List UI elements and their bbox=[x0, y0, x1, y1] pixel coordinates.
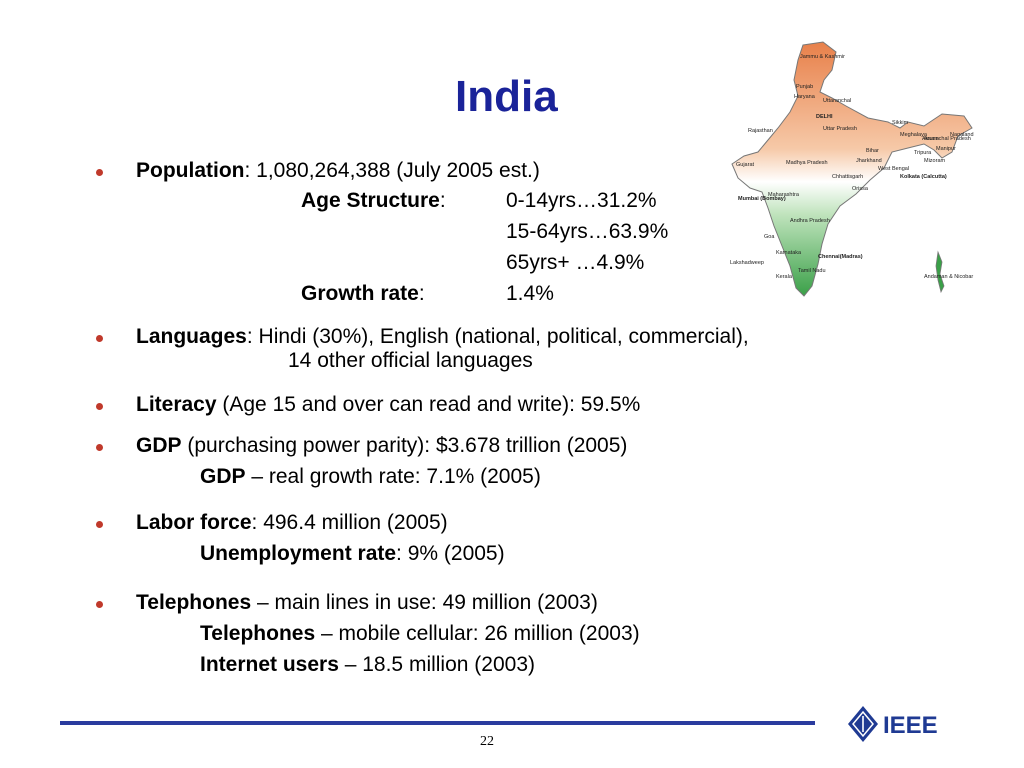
india-mainland bbox=[731, 41, 973, 297]
map-label: Tamil Nadu bbox=[798, 268, 826, 274]
map-label: Andhra Pradesh bbox=[790, 218, 830, 224]
telephones-line: Telephones – main lines in use: 49 milli… bbox=[136, 590, 598, 616]
map-label: Goa bbox=[764, 234, 775, 240]
map-label: Mumbai (Bombay) bbox=[738, 196, 786, 202]
ieee-logo: IEEE bbox=[848, 706, 938, 742]
growth-rate-colon: : bbox=[418, 282, 425, 305]
map-label: Orissa bbox=[852, 186, 869, 192]
map-label: Lakshadweep bbox=[730, 260, 764, 266]
gdp-line: GDP (purchasing power parity): $3.678 tr… bbox=[136, 433, 627, 459]
page-number: 22 bbox=[480, 734, 494, 749]
footer-rule bbox=[60, 721, 815, 725]
mobile-text: – mobile cellular: 26 million (2003) bbox=[315, 622, 640, 645]
india-map: Jammu & Kashmir Punjab Haryana DELHI Utt… bbox=[730, 41, 974, 297]
map-label: Jammu & Kashmir bbox=[800, 54, 845, 60]
map-label: Sikkim bbox=[892, 120, 909, 126]
map-label: Maharashtra bbox=[768, 192, 800, 198]
labor-line: Labor force: 496.4 million (2005) bbox=[136, 510, 448, 536]
map-label: Punjab bbox=[796, 84, 813, 90]
map-label: Madhya Pradesh bbox=[786, 160, 828, 166]
population-line: Population: 1,080,264,388 (July 2005 est… bbox=[136, 158, 540, 184]
literacy-text: (Age 15 and over can read and write): 59… bbox=[216, 393, 641, 416]
unemployment-label: Unemployment rate bbox=[200, 542, 397, 565]
map-label: Manipur bbox=[936, 146, 956, 152]
map-label: Mizoram bbox=[924, 158, 946, 164]
internet-line: Internet users – 18.5 million (2003) bbox=[200, 652, 535, 678]
gdp-sub-label: GDP bbox=[200, 465, 246, 488]
languages-text: : Hindi (30%), English (national, politi… bbox=[246, 325, 749, 348]
bullet-dot bbox=[96, 168, 106, 178]
map-label: Chennai(Madras) bbox=[818, 254, 863, 260]
map-label: Nagaland bbox=[950, 132, 974, 138]
languages-label: Languages bbox=[136, 325, 247, 348]
age-structure-colon: : bbox=[439, 189, 446, 212]
bullet-dot bbox=[96, 402, 106, 412]
literacy-label: Literacy bbox=[136, 393, 217, 416]
map-label: Jharkhand bbox=[856, 158, 882, 164]
map-label: Tripura bbox=[914, 150, 932, 156]
languages-text-2: 14 other official languages bbox=[288, 349, 533, 372]
map-label: Haryana bbox=[794, 94, 816, 100]
gdp-sub-text: – real growth rate: 7.1% (2005) bbox=[245, 465, 541, 488]
map-label: Kerala bbox=[776, 274, 793, 280]
population-text: : 1,080,264,388 (July 2005 est.) bbox=[244, 159, 540, 182]
age-structure-label: Age Structure bbox=[301, 189, 440, 212]
map-label: West Bengal bbox=[878, 166, 909, 172]
age-15-64: 15-64yrs…63.9% bbox=[506, 220, 669, 243]
map-label: Andaman & Nicobar bbox=[924, 274, 973, 280]
age-65-plus: 65yrs+ …4.9% bbox=[506, 251, 645, 274]
bullet-dot bbox=[96, 600, 106, 610]
map-label: DELHI bbox=[816, 114, 833, 120]
population-label: Population bbox=[136, 159, 245, 182]
literacy-line: Literacy (Age 15 and over can read and w… bbox=[136, 392, 640, 418]
internet-label: Internet users bbox=[200, 653, 339, 676]
bullet-dot bbox=[96, 520, 106, 530]
ieee-logo-text: IEEE bbox=[883, 712, 938, 739]
map-label: Meghalaya bbox=[900, 132, 928, 138]
map-label: Gujarat bbox=[736, 162, 755, 168]
growth-rate-label: Growth rate bbox=[301, 282, 419, 305]
telephones-text: – main lines in use: 49 million (2003) bbox=[251, 591, 598, 614]
bullet-dot bbox=[96, 443, 106, 453]
age-structure-line: Age Structure: bbox=[301, 188, 446, 214]
mobile-label: Telephones bbox=[200, 622, 316, 645]
mobile-line: Telephones – mobile cellular: 26 million… bbox=[200, 621, 640, 647]
gdp-text: (purchasing power parity): $3.678 trilli… bbox=[181, 434, 628, 457]
languages-line: Languages: Hindi (30%), English (nationa… bbox=[136, 324, 749, 350]
map-label: Kolkata (Calcutta) bbox=[900, 174, 947, 180]
map-label: Chhattisgarh bbox=[832, 174, 863, 180]
map-label: Arunachal Pradesh bbox=[924, 136, 971, 142]
bullet-dot bbox=[96, 334, 106, 344]
map-label: Uttar Pradesh bbox=[823, 126, 857, 132]
internet-text: – 18.5 million (2003) bbox=[338, 653, 535, 676]
slide-title: India bbox=[455, 72, 558, 121]
gdp-label: GDP bbox=[136, 434, 182, 457]
growth-rate-line: Growth rate: bbox=[301, 281, 425, 307]
unemployment-text: : 9% (2005) bbox=[396, 542, 505, 565]
growth-rate-value: 1.4% bbox=[506, 282, 554, 305]
andaman-islands bbox=[935, 250, 945, 294]
map-label: Uttaranchal bbox=[823, 98, 851, 104]
unemployment-line: Unemployment rate: 9% (2005) bbox=[200, 541, 505, 567]
map-labels: Jammu & Kashmir Punjab Haryana DELHI Utt… bbox=[730, 54, 974, 280]
map-label: Assam bbox=[922, 136, 939, 142]
map-label: Bihar bbox=[866, 148, 879, 154]
telephones-label: Telephones bbox=[136, 591, 252, 614]
gdp-growth-line: GDP – real growth rate: 7.1% (2005) bbox=[200, 464, 541, 490]
labor-label: Labor force bbox=[136, 511, 252, 534]
labor-text: : 496.4 million (2005) bbox=[251, 511, 448, 534]
age-0-14: 0-14yrs…31.2% bbox=[506, 189, 657, 212]
map-label: Rajasthan bbox=[748, 128, 773, 134]
map-label: Karnataka bbox=[776, 250, 802, 256]
